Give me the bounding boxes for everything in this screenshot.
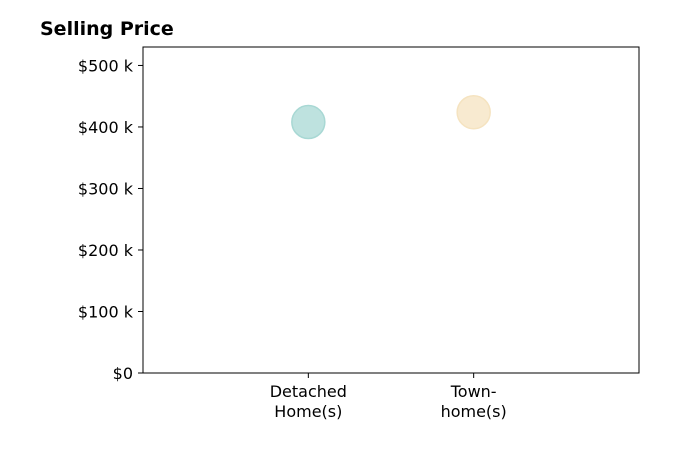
x-tick-label-line: home(s) (441, 402, 507, 421)
data-point (456, 94, 491, 130)
data-point (291, 104, 326, 140)
x-tick-label: Detached Home(s) (270, 382, 347, 421)
y-axis: $0 $100 k $200 k $300 k $400 k $500 k (78, 56, 143, 383)
x-tick-label-line: Detached (270, 382, 347, 401)
y-tick-label: $200 k (78, 241, 134, 260)
x-tick-label: Town-home(s) (441, 382, 507, 421)
x-tick-label-line: Town- (450, 382, 497, 401)
y-tick-label: $300 k (78, 179, 134, 198)
y-tick-label: $400 k (78, 118, 134, 137)
plot-area (142, 46, 640, 374)
chart-title: Selling Price (40, 18, 174, 40)
y-tick-label: $0 (113, 364, 133, 383)
data-marks (291, 94, 491, 140)
y-tick-label: $100 k (78, 302, 134, 321)
x-axis: Detached Home(s) Town-home(s) (270, 373, 507, 421)
x-tick-label-line: Home(s) (274, 402, 342, 421)
y-tick-label: $500 k (78, 56, 134, 75)
